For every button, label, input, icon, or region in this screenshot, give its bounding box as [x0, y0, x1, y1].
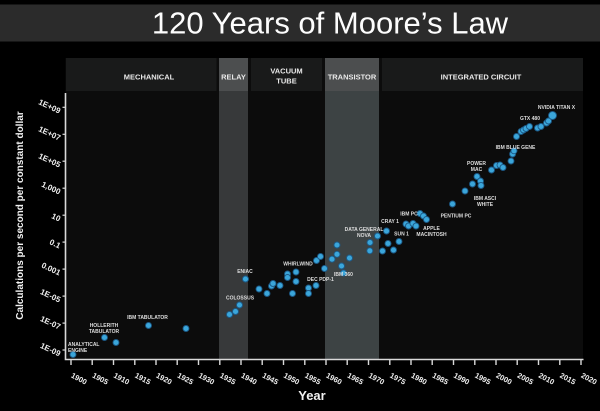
svg-text:RELAY: RELAY	[221, 73, 246, 82]
svg-text:WHITE: WHITE	[477, 202, 494, 208]
svg-text:POWER: POWER	[467, 161, 486, 167]
svg-text:MAC: MAC	[471, 167, 483, 173]
svg-text:MACINTOSH: MACINTOSH	[416, 232, 447, 238]
svg-text:NVIDIA TITAN X: NVIDIA TITAN X	[538, 105, 576, 111]
svg-text:DATA GENERAL: DATA GENERAL	[345, 227, 384, 233]
svg-text:Year: Year	[298, 388, 325, 403]
svg-text:DEC PDP-1: DEC PDP-1	[307, 277, 334, 283]
svg-text:APPLE: APPLE	[423, 226, 440, 232]
svg-text:INTEGRATED CIRCUIT: INTEGRATED CIRCUIT	[441, 73, 522, 82]
svg-text:WHIRLWIND: WHIRLWIND	[283, 262, 313, 268]
svg-text:ENGINE: ENGINE	[68, 348, 88, 354]
svg-text:PENTIUM PC: PENTIUM PC	[441, 214, 472, 220]
svg-text:10: 10	[50, 212, 62, 224]
svg-text:MECHANICAL: MECHANICAL	[124, 73, 175, 82]
svg-text:120 Years of Moore’s Law: 120 Years of Moore’s Law	[152, 6, 509, 41]
svg-text:ANALYTICAL: ANALYTICAL	[68, 342, 99, 348]
svg-text:IBM 360: IBM 360	[334, 272, 353, 278]
svg-text:TRANSISTOR: TRANSISTOR	[328, 73, 377, 82]
svg-text:IBM TABULATOR: IBM TABULATOR	[127, 315, 168, 321]
svg-text:IBM PC: IBM PC	[400, 212, 418, 218]
svg-text:Calculations per second per co: Calculations per second per constant dol…	[15, 111, 26, 319]
svg-text:HOLLERITH: HOLLERITH	[90, 323, 119, 329]
svg-text:COLOSSUS: COLOSSUS	[226, 296, 255, 302]
svg-text:IBM BLUE GENE: IBM BLUE GENE	[496, 145, 536, 151]
svg-text:TABULATOR: TABULATOR	[89, 329, 120, 335]
svg-text:IBM ASCI: IBM ASCI	[474, 196, 497, 202]
svg-text:SUN 1: SUN 1	[394, 232, 409, 238]
svg-text:NOVA: NOVA	[357, 233, 371, 239]
svg-text:ENIAC: ENIAC	[237, 269, 253, 275]
svg-text:0.1: 0.1	[48, 238, 62, 251]
svg-text:TUBE: TUBE	[276, 77, 296, 86]
svg-text:CRAY 1: CRAY 1	[381, 219, 399, 225]
svg-text:VACUUM: VACUUM	[270, 67, 302, 76]
svg-text:GTX 480: GTX 480	[520, 116, 540, 122]
